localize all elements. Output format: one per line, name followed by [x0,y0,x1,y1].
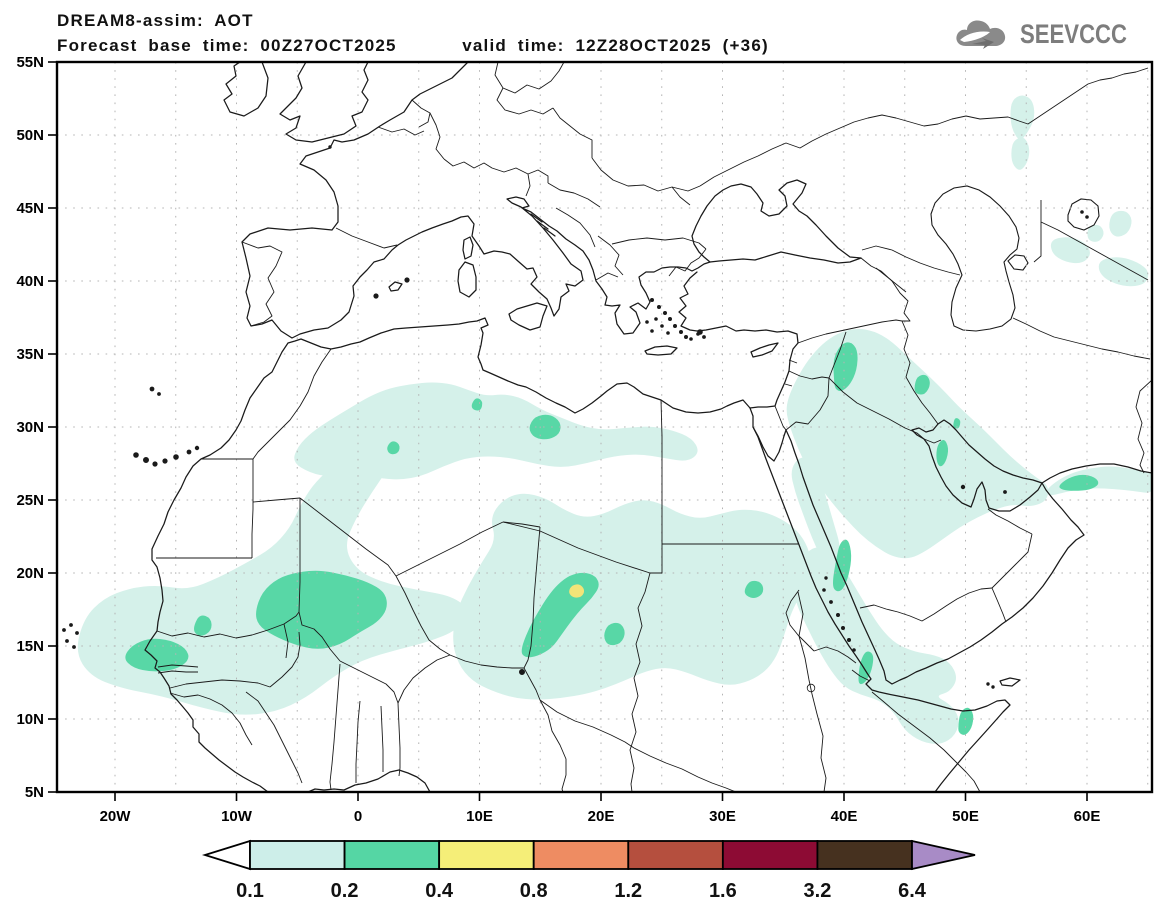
aot-region-central-algeria-spot [387,441,400,455]
lon-axis-label: 40E [831,808,858,825]
lat-axis-label: 20N [16,565,44,582]
aot-region-iraq-arabia [786,328,1049,559]
lat-axis-label: 40N [16,273,44,290]
lon-axis-label: 20W [100,808,132,825]
colorbar-underflow-arrow [201,839,251,871]
aot-region-sudan-spot [744,580,764,598]
colorbar-segment [343,840,441,870]
colorbar-segment [721,840,819,870]
lat-axis-label: 45N [16,200,44,217]
lat-axis-label: 25N [16,492,44,509]
aot-region-east-syria-core [833,342,858,391]
aot-region-kuwait-coast-spot [936,440,949,467]
chart-subtitle: Forecast base time: 00Z27OCT2025 valid t… [57,36,769,55]
chart-title: DREAM8-assim: AOT [57,11,254,30]
colorbar-segment [816,840,913,870]
colorbar-segment [438,840,535,870]
lat-axis-label: 35N [16,346,44,363]
colorbar-segment [532,840,630,870]
colorbar: 0.1 0.2 0.4 0.8 1.2 1.6 3.2 6.4 [201,839,976,902]
colorbar-segment [249,840,346,870]
colorbar-overflow-arrow [911,839,976,871]
lat-axis-label: 10N [16,711,44,728]
aot-region-morocco-algeria-libya-band [294,382,698,480]
title-block: DREAM8-assim: AOT Forecast base time: 00… [57,8,769,58]
aot-region-kazakh-blob-south [1011,137,1030,170]
colorbar-label: 6.4 [898,880,927,902]
aot-region-east-chad-spot [604,622,625,646]
colorbar-label: 0.2 [331,880,359,902]
aot-region-gulf-head-spot [953,418,961,429]
aot-region-turkmenistan-blob [1098,257,1149,287]
aot-region-mali-niger-core [256,570,387,649]
aot-region-turkmen-coast-blob [1050,237,1090,264]
aot-region-somalia-spot [958,707,974,735]
lakes [930,185,1100,332]
aot-region-sudan-red-sea-sliver [833,539,852,592]
axis-labels: 55N 50N 45N 40N 35N 30N 25N 20N 15N 10N 5N 20W 10W 0 1… [16,54,1100,825]
aot-region-yemen-coast-sliver [858,651,874,685]
logo-text: SEEVCCC [1020,18,1128,49]
lon-axis-label: 10E [466,808,493,825]
lat-axis-label: 30N [16,419,44,436]
aot-region-west-mali-spot [194,615,212,636]
aot-region-senegal-coast-core [125,638,189,672]
colorbar-label: 0.4 [425,880,454,902]
lon-axis-label: 30E [709,808,736,825]
colorbar-label: 1.2 [614,880,642,902]
seevccc-logo: SEEVCCC [952,14,1151,54]
aot-region-libya-coast-core [529,414,561,440]
lat-axis-label: 55N [16,54,44,71]
colorbar-label: 1.6 [709,880,737,902]
colorbar-segment [627,840,724,870]
lon-axis-label: 10W [221,808,253,825]
aot-region-tunisia-spot [471,398,483,411]
lon-axis-label: 20E [588,808,615,825]
colorbar-label: 3.2 [804,880,832,902]
lat-axis-label: 5N [25,784,44,801]
graticule [57,62,1152,792]
aot-region-aral-south-blob [1087,224,1104,242]
lon-axis-label: 0 [354,808,362,825]
colorbar-label: 0.1 [236,880,264,902]
cloud-logo-icon [956,20,1006,49]
lat-axis-label: 15N [16,638,44,655]
lon-axis-label: 60E [1074,808,1101,825]
aot-region-aral-east-blob [1109,210,1132,237]
lat-axis-label: 50N [16,127,44,144]
aot-region-kazakh-blob-north [1010,95,1035,140]
aot-region-west-africa-atlantic-sahel [77,443,467,715]
country-borders [156,62,1152,792]
colorbar-label: 0.8 [520,880,548,902]
aot-region-central-iraq-spot [914,374,930,395]
aot-region-gulf-of-oman-coast [1046,466,1152,496]
lon-axis-label: 50E [952,808,979,825]
aot-region-gulf-of-oman-core [1059,474,1099,491]
aot-shaded-regions [77,95,1152,744]
map-area [57,62,1152,792]
aot-region-bodele-peak [569,584,585,598]
